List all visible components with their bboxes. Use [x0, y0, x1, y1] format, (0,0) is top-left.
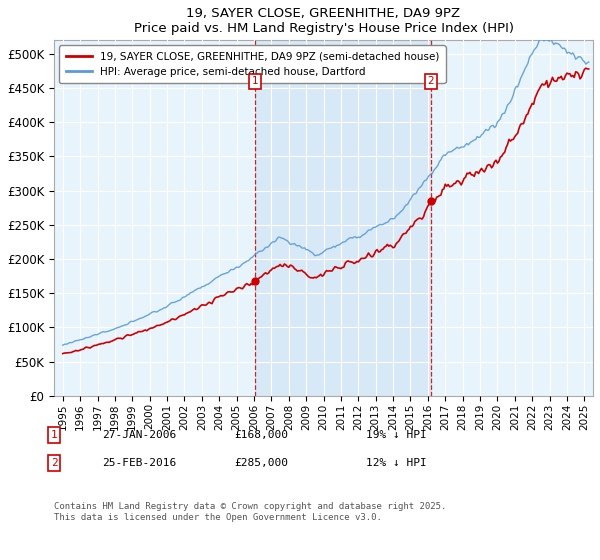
Text: £285,000: £285,000 [234, 458, 288, 468]
Legend: 19, SAYER CLOSE, GREENHITHE, DA9 9PZ (semi-detached house), HPI: Average price, : 19, SAYER CLOSE, GREENHITHE, DA9 9PZ (se… [59, 45, 445, 83]
Text: 1: 1 [252, 76, 259, 86]
Text: 25-FEB-2016: 25-FEB-2016 [102, 458, 176, 468]
Text: 2: 2 [50, 458, 58, 468]
Text: Contains HM Land Registry data © Crown copyright and database right 2025.
This d: Contains HM Land Registry data © Crown c… [54, 502, 446, 521]
Text: 1: 1 [50, 430, 58, 440]
Text: 19% ↓ HPI: 19% ↓ HPI [366, 430, 427, 440]
Bar [256, 40, 431, 396]
Text: 12% ↓ HPI: 12% ↓ HPI [366, 458, 427, 468]
Text: 27-JAN-2006: 27-JAN-2006 [102, 430, 176, 440]
Text: £168,000: £168,000 [234, 430, 288, 440]
Title: 19, SAYER CLOSE, GREENHITHE, DA9 9PZ
Price paid vs. HM Land Registry's House Pri: 19, SAYER CLOSE, GREENHITHE, DA9 9PZ Pri… [134, 7, 514, 35]
Text: 2: 2 [428, 76, 434, 86]
